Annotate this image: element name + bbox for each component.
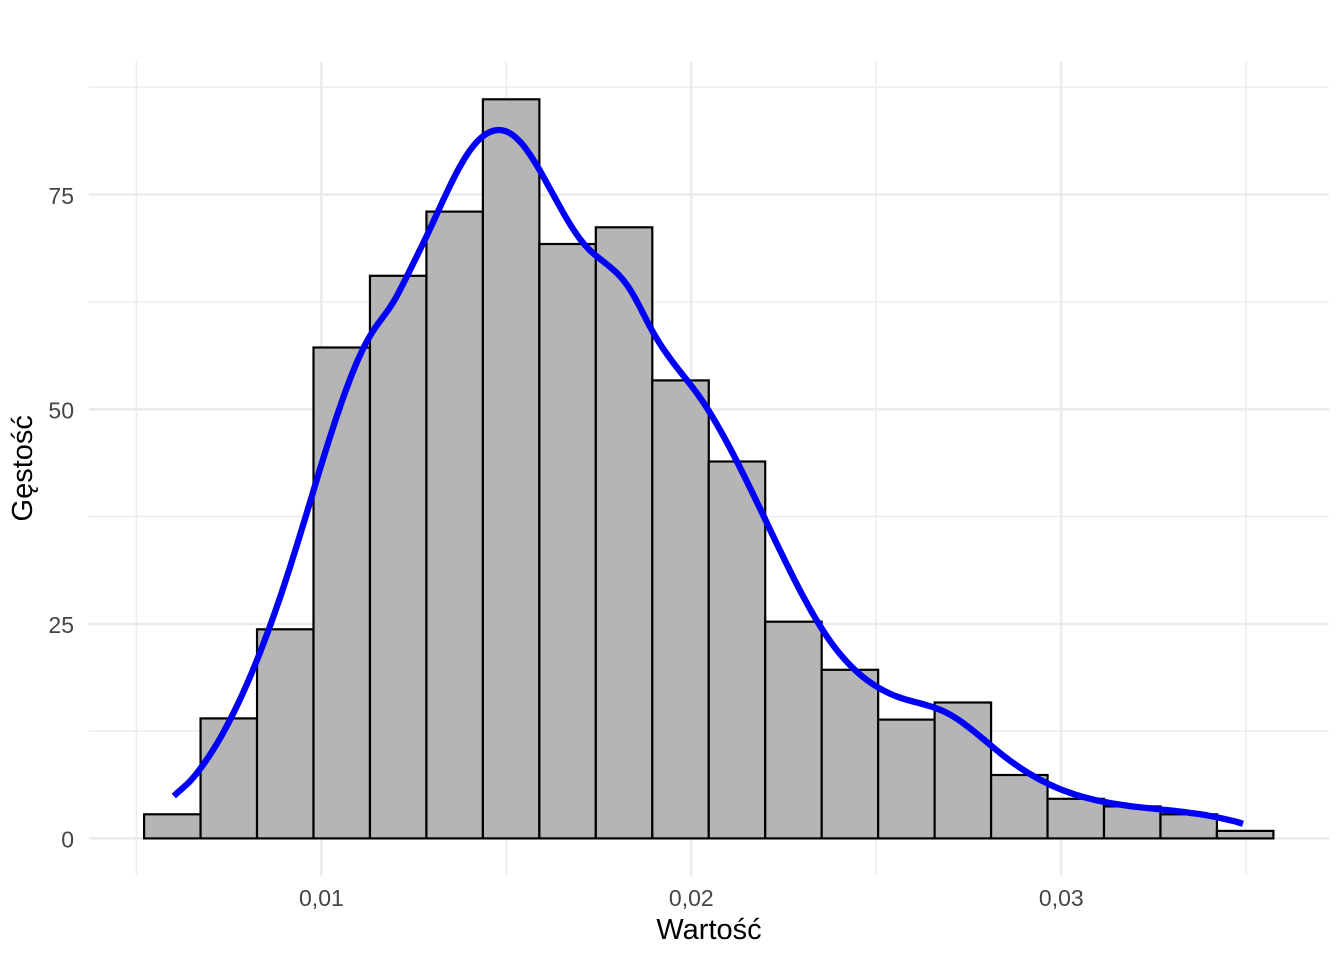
- svg-text:Gęstość: Gęstość: [7, 415, 39, 521]
- svg-text:Wartość: Wartość: [656, 914, 761, 946]
- svg-text:0: 0: [61, 827, 74, 853]
- svg-text:0,01: 0,01: [299, 885, 344, 911]
- svg-text:50: 50: [48, 398, 74, 424]
- svg-text:0,02: 0,02: [669, 885, 714, 911]
- svg-text:25: 25: [48, 612, 74, 638]
- svg-text:0,03: 0,03: [1039, 885, 1084, 911]
- svg-text:75: 75: [48, 183, 74, 209]
